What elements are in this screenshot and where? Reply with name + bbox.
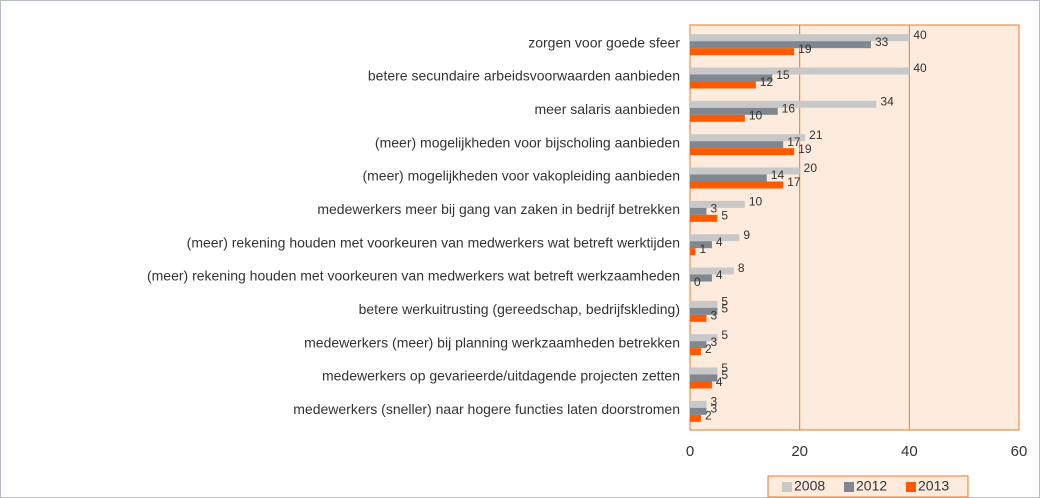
category-label: (meer) mogelijkheden voor vakopleiding a… (362, 168, 680, 184)
category-label: medewerkers meer bij gang van zaken in b… (317, 201, 680, 217)
category-label: meer salaris aanbieden (534, 101, 680, 117)
value-label: 16 (782, 102, 796, 116)
bar (690, 114, 745, 122)
bar (690, 181, 784, 189)
value-label: 4 (716, 235, 723, 249)
bar (690, 407, 707, 415)
value-label: 5 (721, 368, 728, 382)
bar (690, 367, 718, 375)
bar (690, 241, 712, 249)
category-label: medewerkers (meer) bij planning werkzaam… (304, 334, 680, 350)
value-label: 3 (710, 335, 717, 349)
bar (690, 141, 784, 149)
category-label: medewerkers op gevarieerde/uitdagende pr… (322, 368, 680, 384)
x-tick-label: 0 (686, 443, 694, 460)
bar (690, 100, 877, 108)
plot-area (689, 24, 1020, 431)
category-label: zorgen voor goede sfeer (528, 34, 680, 50)
category-label: (meer) rekening houden met voorkeuren va… (187, 234, 680, 250)
bar (690, 200, 745, 208)
value-label: 3 (710, 202, 717, 216)
value-label: 12 (760, 75, 774, 89)
value-label: 8 (738, 261, 745, 275)
bar (690, 414, 701, 422)
bar (690, 334, 718, 342)
bar (690, 267, 734, 275)
value-label: 5 (721, 361, 728, 375)
value-label: 40 (913, 61, 927, 75)
bar (690, 41, 871, 49)
value-label: 4 (716, 375, 723, 389)
value-label: 3 (710, 309, 717, 323)
bar (690, 48, 795, 56)
bar (690, 174, 767, 182)
bar (690, 148, 795, 156)
value-label: 0 (694, 275, 701, 289)
bar (690, 34, 910, 42)
bar (690, 274, 712, 282)
value-label: 40 (913, 28, 927, 42)
legend-label: 2012 (856, 478, 887, 494)
value-label: 33 (875, 35, 889, 49)
category-label: (meer) mogelijkheden voor bijscholing aa… (375, 134, 680, 150)
value-label: 3 (710, 402, 717, 416)
legend-swatch (782, 482, 792, 492)
bar (690, 207, 707, 215)
bar (690, 134, 806, 142)
legend-label: 2008 (794, 478, 825, 494)
value-label: 17 (787, 175, 801, 189)
value-label: 2 (705, 342, 712, 356)
legend-swatch (844, 482, 854, 492)
bar (690, 234, 740, 242)
bar (690, 300, 718, 308)
value-label: 20 (804, 161, 818, 175)
bar (690, 107, 778, 115)
bar (690, 214, 718, 222)
category-label: (meer) rekening houden met voorkeuren va… (147, 268, 680, 284)
value-label: 34 (880, 95, 894, 109)
legend-swatch (906, 482, 916, 492)
value-label: 19 (798, 142, 812, 156)
value-label: 15 (776, 68, 790, 82)
legend-label: 2013 (918, 478, 949, 494)
bar (690, 81, 756, 89)
value-label: 5 (721, 302, 728, 316)
bar (690, 74, 773, 82)
value-label: 19 (798, 42, 812, 56)
bar (690, 67, 910, 75)
bar (690, 374, 718, 382)
x-tick-label: 20 (791, 443, 808, 460)
value-label: 5 (721, 328, 728, 342)
x-tick-label: 40 (901, 443, 918, 460)
value-label: 1 (699, 242, 706, 256)
bar (690, 248, 696, 256)
value-label: 10 (749, 109, 763, 123)
bar (690, 167, 800, 175)
bar (690, 307, 718, 315)
value-label: 5 (721, 209, 728, 223)
x-tick-label: 60 (1011, 443, 1028, 460)
category-label: medewerkers (sneller) naar hogere functi… (293, 401, 680, 417)
category-label: betere werkuitrusting (gereedschap, bedr… (359, 301, 680, 317)
value-label: 14 (771, 168, 785, 182)
category-label: betere secundaire arbeidsvoorwaarden aan… (368, 68, 680, 84)
value-label: 4 (716, 268, 723, 282)
bar (690, 314, 707, 322)
value-label: 9 (743, 228, 750, 242)
value-label: 10 (749, 195, 763, 209)
bar (690, 400, 707, 408)
value-label: 17 (787, 135, 801, 149)
bar (690, 348, 701, 356)
value-label: 3 (710, 395, 717, 409)
value-label: 21 (809, 128, 823, 142)
value-label: 5 (721, 295, 728, 309)
value-label: 2 (705, 409, 712, 423)
legend-frame (767, 475, 969, 498)
bar (690, 341, 707, 349)
bar (690, 381, 712, 389)
